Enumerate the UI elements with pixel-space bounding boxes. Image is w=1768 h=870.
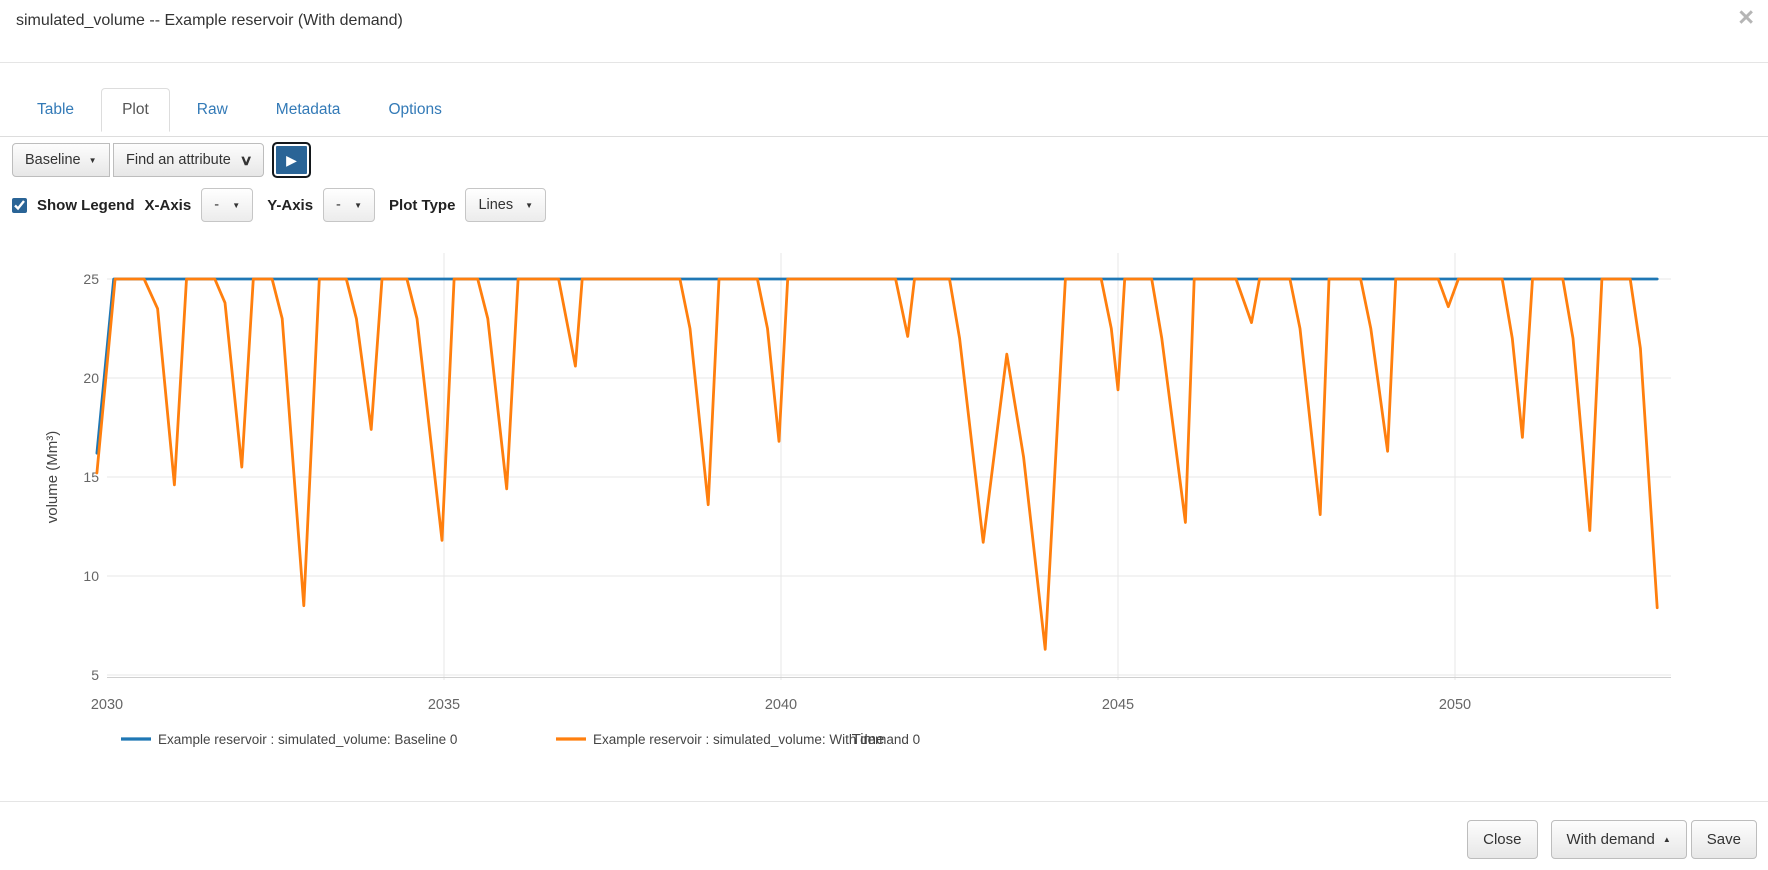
x-axis-title: Time [852,731,885,748]
tab-metadata[interactable]: Metadata [275,101,341,118]
plot-type-label: Plot Type [389,196,456,214]
scenario-dropdown-button[interactable]: Baseline ▼ [12,143,110,177]
x-tick-label: 2035 [428,697,460,713]
y-tick-label: 5 [91,667,99,683]
footer-divider [0,801,1768,802]
play-icon: ▶ [286,151,297,168]
legend-label: Example reservoir : simulated_volume: Ba… [158,732,457,747]
x-axis-select[interactable]: - ▼ [201,188,254,222]
y-tick-label: 25 [83,271,99,287]
modal-close-button[interactable]: × [1738,4,1754,31]
legend-item[interactable]: Example reservoir : simulated_volume: Wi… [556,732,920,747]
tab-options[interactable]: Options [388,101,442,118]
caret-up-icon: ▲ [1662,835,1671,844]
x-axis-label: X-Axis [144,196,192,214]
series-line [95,277,1659,651]
scenario-attribute-group: Baseline ▼ Find an attribute ∨ [12,143,265,177]
show-legend-checkbox[interactable] [12,197,27,213]
caret-down-icon: ▼ [525,200,534,210]
header-divider [0,62,1768,63]
caret-down-icon: ▼ [354,200,363,210]
footer-button-bar: Close With demand ▲ Save [1467,820,1757,859]
caret-down-icon: ▼ [88,155,97,165]
plot-area[interactable]: 5 10 15 20 25 2030 2035 2040 2045 2050 volume (Mm³… [0,230,1768,770]
save-button[interactable]: Save [1690,820,1757,859]
y-tick-label: 10 [83,568,99,584]
tab-bar-underline [0,136,1768,137]
y-tick-label: 15 [83,469,99,485]
tab-bar: Table Plot Raw Metadata Options [16,88,469,132]
y-axis-label: Y-Axis [267,196,314,214]
y-axis-title: volume (Mm³) [44,431,61,524]
page-title: simulated_volume -- Example reservoir (W… [16,12,403,29]
series-line [95,277,1659,455]
plot-toolbar: Baseline ▼ Find an attribute ∨ ▶ [12,142,312,178]
show-legend-label: Show Legend [37,196,135,214]
plot-type-select[interactable]: Lines ▼ [465,188,547,222]
chevron-down-icon: ∨ [239,151,253,168]
x-tick-label: 2030 [91,697,123,713]
plot-controls: Show Legend X-Axis - ▼ Y-Axis - ▼ Plot T… [12,188,547,222]
tab-table[interactable]: Table [37,101,75,118]
legend-label: Example reservoir : simulated_volume: Wi… [593,732,920,747]
legend-item[interactable]: Example reservoir : simulated_volume: Ba… [121,732,457,747]
y-tick-label: 20 [83,370,99,386]
x-tick-label: 2040 [765,697,797,713]
x-tick-label: 2050 [1439,697,1471,713]
attribute-dropdown-button[interactable]: Find an attribute ∨ [113,143,265,177]
y-axis-select[interactable]: - ▼ [323,188,376,222]
tab-raw[interactable]: Raw [196,101,228,118]
x-tick-label: 2045 [1102,697,1134,713]
close-button[interactable]: Close [1467,820,1538,859]
scenario-save-dropdown-button[interactable]: With demand ▲ [1550,820,1687,859]
run-plot-button[interactable]: ▶ [272,142,312,178]
close-icon: × [1738,2,1754,32]
caret-down-icon: ▼ [232,200,241,210]
tab-plot[interactable]: Plot [101,88,170,132]
